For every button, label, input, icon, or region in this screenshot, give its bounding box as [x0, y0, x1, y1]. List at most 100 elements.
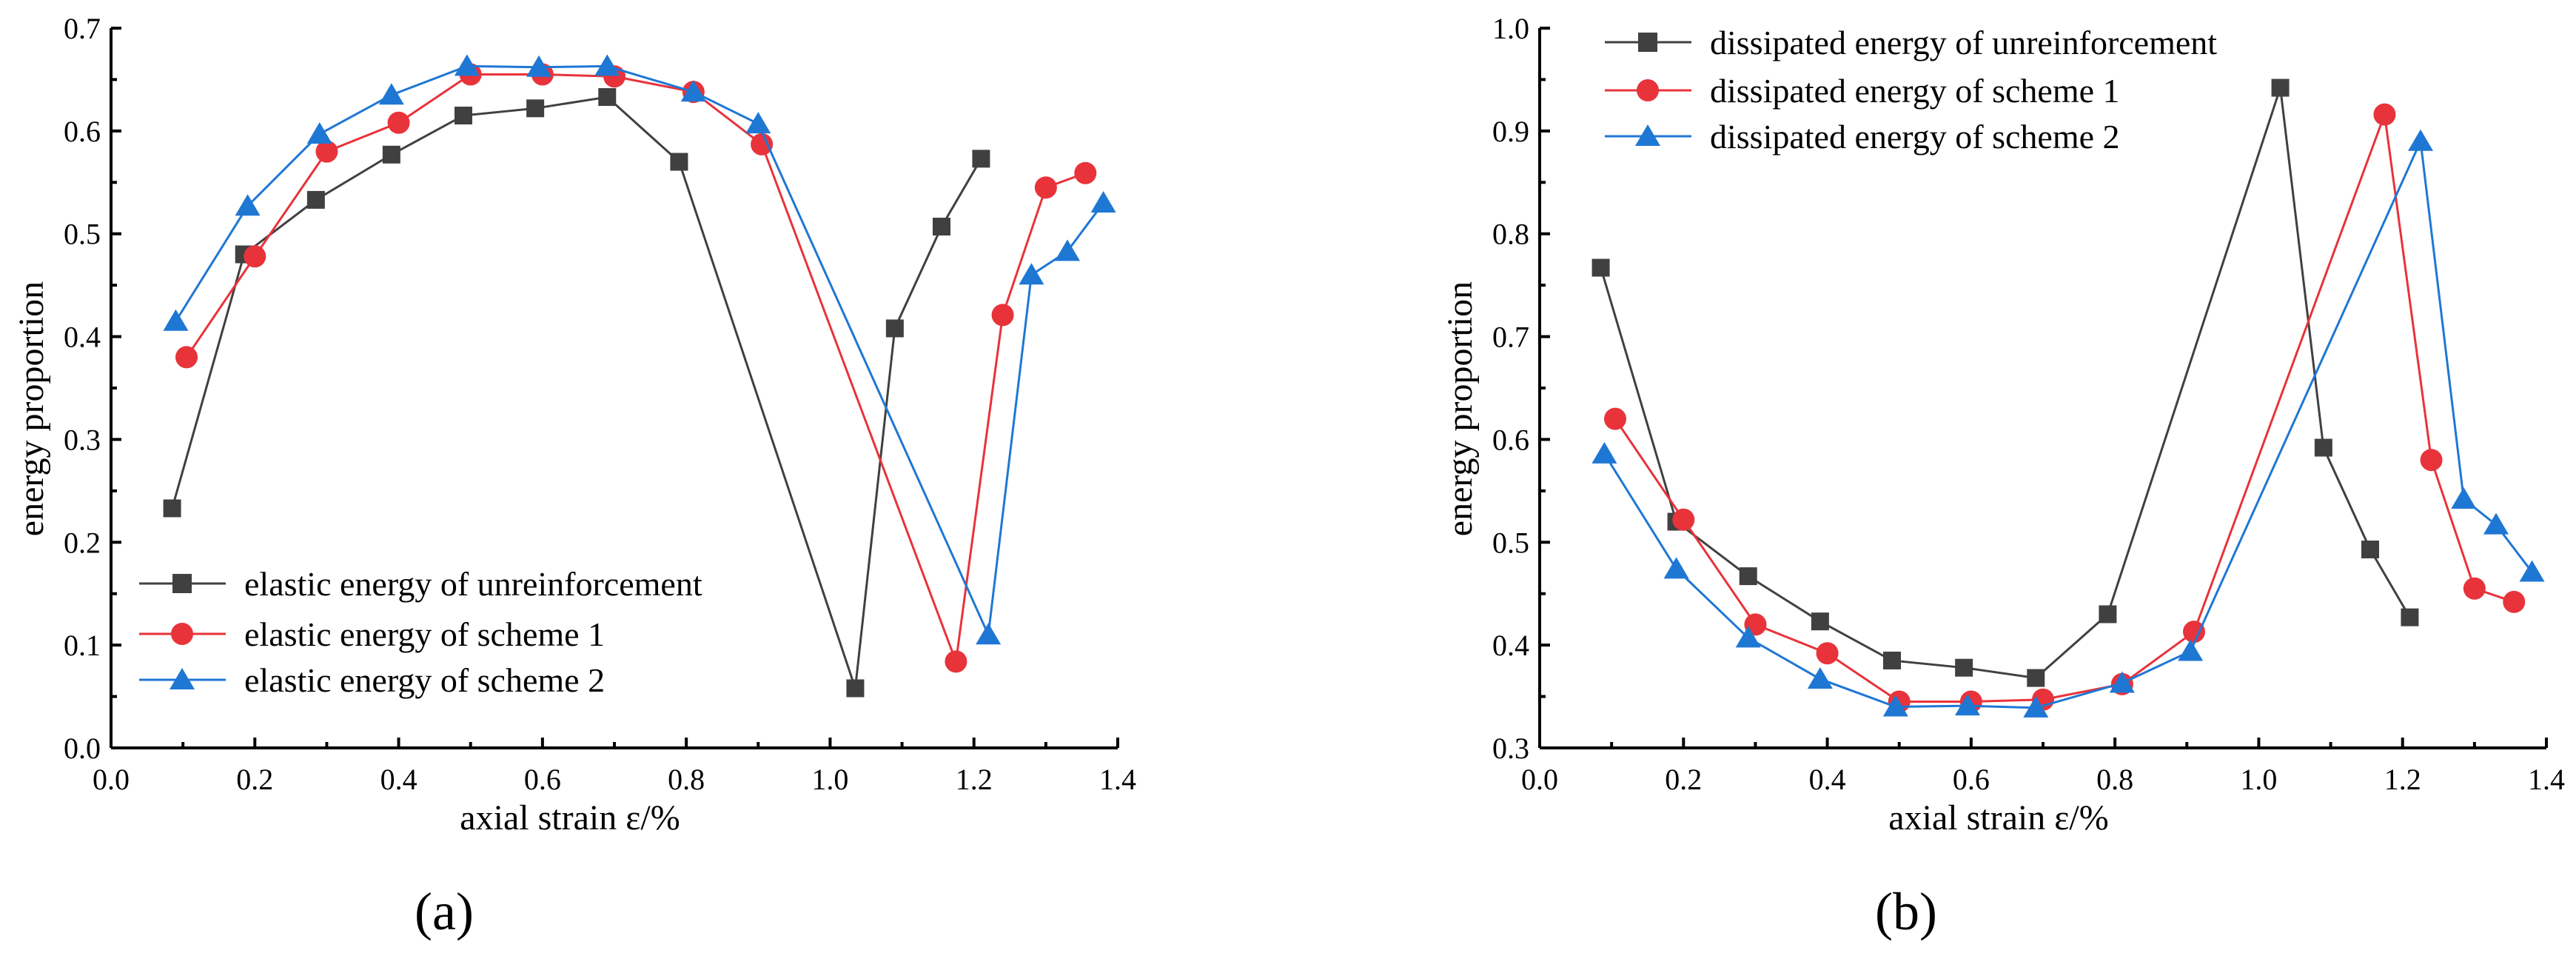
x-tick-label: 0.4	[1809, 763, 1846, 796]
data-point-triangle	[306, 122, 332, 144]
x-tick-label: 0.0	[93, 763, 130, 796]
data-point-triangle	[976, 623, 1002, 645]
x-tick-label: 0.2	[1665, 763, 1702, 796]
data-point-square	[306, 190, 325, 209]
data-point-square	[885, 319, 904, 338]
data-point-square	[526, 99, 545, 118]
legend-entry-scheme-1: elastic energy of scheme 1	[139, 615, 605, 653]
data-point-triangle	[1055, 239, 1080, 261]
x-tick-label: 1.2	[2384, 763, 2421, 796]
data-point-triangle	[2023, 695, 2049, 718]
legend-marker-square	[172, 574, 192, 593]
y-tick-label: 0.4	[64, 321, 101, 354]
y-tick-label: 0.5	[1492, 526, 1529, 559]
series-square	[1591, 78, 2419, 687]
data-point-triangle	[163, 309, 189, 331]
series-square	[163, 88, 990, 698]
data-point-triangle	[1807, 666, 1833, 689]
data-point-circle	[2373, 103, 2396, 126]
data-point-square	[2027, 669, 2045, 687]
data-point-triangle	[2483, 512, 2509, 535]
data-point-circle	[2463, 577, 2486, 600]
data-point-circle	[2420, 449, 2443, 472]
legend-label: elastic energy of scheme 2	[244, 661, 605, 699]
y-tick-label: 0.8	[1492, 218, 1529, 251]
x-tick-label: 1.0	[2240, 763, 2277, 796]
data-point-circle	[945, 650, 967, 673]
legend-entry-unreinforcement: dissipated energy of unreinforcement	[1605, 24, 2217, 61]
data-point-square	[846, 679, 865, 698]
data-point-triangle	[454, 54, 480, 76]
data-point-triangle	[1019, 263, 1044, 285]
y-tick-label: 0.6	[1492, 423, 1529, 456]
data-point-square	[163, 499, 181, 518]
data-point-circle	[1034, 176, 1057, 199]
data-point-triangle	[2408, 129, 2433, 151]
x-tick-label: 1.4	[2528, 763, 2565, 796]
data-point-circle	[751, 133, 774, 156]
x-tick-label: 0.4	[380, 763, 417, 796]
data-point-square	[670, 153, 688, 171]
y-axis-title: energy proportion	[1440, 281, 1480, 536]
series-line	[1600, 87, 2411, 680]
data-point-square	[972, 150, 990, 168]
series-line	[171, 96, 982, 689]
legend-entry-unreinforcement: elastic energy of unreinforcement	[139, 565, 702, 603]
y-tick-label: 0.6	[64, 115, 101, 148]
y-tick-label: 1.0	[1492, 12, 1529, 45]
chart-panel-a: 0.0 0.2 0.4 0.6 0.8 1.0 1.2 1.4 0.0 0.1 0.2 0.3 0.4 0…	[12, 12, 1136, 941]
data-point-square	[1883, 651, 1901, 669]
data-point-square	[2271, 78, 2290, 97]
series-triangle	[1591, 129, 2545, 718]
x-tick-label: 0.6	[1953, 763, 1990, 796]
data-point-triangle	[2178, 639, 2204, 661]
plot-area: 0.0 0.2 0.4 0.6 0.8 1.0 1.2 1.4 0.3 0.4 0.5 0.6 0.7 0…	[1492, 12, 2565, 796]
series-line	[1614, 114, 2515, 703]
y-tick-label: 0.9	[1492, 115, 1529, 148]
x-tick-label: 0.0	[1521, 763, 1558, 796]
legend: dissipated energy of unreinforcement dis…	[1605, 24, 2217, 156]
y-tick-label: 0.3	[1492, 732, 1529, 765]
x-tick-label: 1.0	[811, 763, 848, 796]
data-point-circle	[175, 346, 198, 369]
data-point-triangle	[1663, 557, 1689, 579]
legend-marker-triangle	[170, 668, 195, 689]
y-tick-label: 0.2	[64, 526, 101, 559]
legend-label: elastic energy of unreinforcement	[244, 565, 702, 603]
data-point-square	[1591, 258, 1610, 277]
chart-panel-b: 0.0 0.2 0.4 0.6 0.8 1.0 1.2 1.4 0.3 0.4 0.5 0.6 0.7 0…	[1440, 12, 2565, 941]
series-circle	[175, 63, 1097, 673]
data-point-square	[2099, 605, 2117, 624]
y-tick-label: 0.5	[64, 218, 101, 251]
data-point-circle	[1816, 642, 1839, 665]
legend-label: elastic energy of scheme 1	[244, 615, 605, 653]
y-tick-label: 0.1	[64, 629, 101, 662]
x-tick-label: 0.6	[524, 763, 561, 796]
y-tick-label: 0.7	[64, 12, 101, 45]
data-point-triangle	[526, 55, 551, 77]
legend-label: dissipated energy of scheme 2	[1710, 118, 2120, 156]
x-axis-title: axial strain ε/%	[460, 798, 680, 838]
data-point-square	[382, 145, 400, 164]
data-point-square	[933, 217, 950, 235]
y-axis-title: energy proportion	[12, 281, 51, 536]
data-point-circle	[244, 245, 266, 268]
data-point-triangle	[1735, 626, 1761, 648]
data-point-triangle	[2451, 487, 2477, 509]
series-line	[175, 64, 1104, 639]
x-tick-label: 1.2	[956, 763, 993, 796]
data-point-triangle	[680, 80, 706, 102]
data-point-square	[2361, 541, 2379, 559]
data-point-square	[455, 107, 472, 125]
series-circle	[1604, 103, 2526, 713]
data-point-circle	[315, 140, 338, 163]
data-point-square	[1811, 612, 1829, 631]
legend-entry-scheme-1: dissipated energy of scheme 1	[1605, 72, 2120, 110]
data-point-square	[2401, 608, 2419, 626]
data-point-triangle	[235, 194, 261, 216]
legend-marker-circle	[171, 623, 193, 645]
data-point-triangle	[1955, 694, 1980, 716]
panel-label: (a)	[415, 882, 474, 941]
x-tick-label: 0.8	[668, 763, 705, 796]
